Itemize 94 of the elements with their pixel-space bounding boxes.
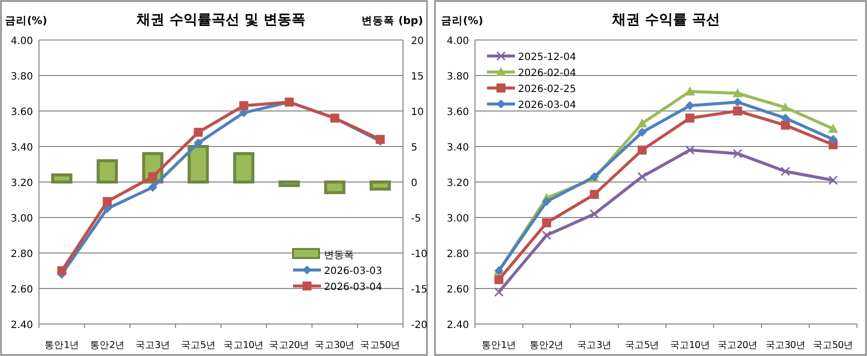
point	[542, 230, 552, 240]
legend-label: 2026-02-04	[518, 68, 576, 79]
y-tick-label: 3.40	[446, 142, 469, 154]
legend-label: 2026-03-04	[324, 282, 382, 293]
point	[828, 124, 838, 133]
legend-label: 2026-02-25	[518, 84, 576, 95]
y-tick-label: 4.00	[446, 36, 469, 47]
point	[102, 197, 112, 206]
y-tick-label: 3.20	[446, 178, 469, 189]
y-tick-label: 3.80	[446, 72, 469, 82]
x-tick-label: 국고10년	[224, 340, 264, 351]
point	[148, 182, 158, 192]
point	[194, 128, 203, 137]
y-tick-label: 3.60	[446, 107, 469, 118]
x-tick-label: 국고20년	[718, 340, 758, 351]
legend-label: 변동폭	[324, 250, 354, 261]
point	[239, 101, 248, 110]
point	[494, 275, 504, 284]
x-tick-label: 통안2년	[90, 340, 124, 351]
y-tick-label: 3.00	[10, 214, 33, 224]
x-tick-label: 국고3년	[136, 340, 170, 351]
y2-tick-label: -10	[411, 249, 428, 260]
point	[780, 102, 790, 112]
y-tick-label: 2.60	[446, 284, 469, 296]
point	[828, 134, 838, 144]
point	[542, 197, 552, 206]
point	[685, 114, 694, 123]
y-tick-label: 3.60	[10, 107, 33, 118]
x-tick-label: 국고30년	[765, 340, 806, 351]
y-tick-label: 3.20	[10, 178, 33, 189]
point	[732, 88, 743, 98]
bar	[96, 159, 118, 184]
x-tick-label: 국고50년	[813, 340, 854, 351]
point	[733, 98, 742, 107]
bar	[324, 180, 346, 194]
bar	[233, 152, 254, 184]
x-tick-label: 국고20년	[269, 340, 310, 351]
point	[638, 146, 647, 155]
x-tick-label: 통안1년	[482, 340, 516, 351]
bar	[370, 180, 391, 191]
x-tick-label: 국고30년	[314, 340, 355, 351]
y2-axis-title: 변동폭 (bp)	[362, 15, 423, 27]
point	[685, 145, 695, 155]
y-axis-title: 금리(%)	[5, 15, 48, 27]
y2-tick-label: -15	[411, 284, 428, 296]
y2-tick-label: 20	[411, 36, 424, 47]
y2-tick-label: -5	[411, 214, 421, 224]
point	[780, 120, 790, 130]
x-tick-label: 통안2년	[529, 340, 564, 351]
bar	[51, 173, 72, 184]
chart-title: 채권 수익률 곡선	[611, 12, 720, 28]
point	[637, 172, 647, 182]
y2-tick-label: 15	[411, 72, 424, 82]
point	[733, 106, 742, 116]
bar	[278, 180, 300, 188]
y-tick-label: 2.80	[446, 249, 469, 260]
y2-tick-label: 10	[411, 107, 424, 118]
point	[637, 118, 648, 128]
chart-title: 채권 수익률곡선 및 변동폭	[136, 12, 306, 28]
bar	[188, 145, 209, 184]
x-tick-label: 국고5년	[624, 340, 660, 351]
y-tick-label: 2.40	[10, 320, 33, 331]
point	[494, 287, 504, 297]
y2-tick-label: 0	[411, 178, 418, 189]
legend-label: 2026-03-03	[324, 266, 382, 277]
y-axis-title: 금리(%)	[441, 15, 484, 27]
x-tick-label: 통안1년	[44, 340, 79, 351]
x-tick-label: 국고5년	[181, 340, 216, 351]
x-tick-label: 국고50년	[360, 340, 400, 351]
point	[638, 128, 647, 137]
y-tick-label: 3.80	[10, 72, 33, 82]
y-tick-label: 2.40	[446, 320, 469, 331]
point	[57, 266, 66, 276]
legend-label: 2026-03-04	[518, 100, 576, 111]
point	[685, 101, 694, 110]
y-tick-label: 2.80	[10, 249, 33, 260]
y2-tick-label: -20	[411, 320, 428, 331]
point	[780, 114, 790, 123]
point	[590, 209, 600, 219]
point	[194, 138, 203, 148]
legend-label: 2025-12-04	[518, 52, 576, 63]
x-tick-label: 국고3년	[577, 340, 612, 351]
y-tick-label: 4.00	[10, 36, 33, 47]
y2-tick-label: 5	[411, 142, 418, 154]
y-tick-label: 3.00	[446, 214, 469, 224]
point	[780, 166, 790, 176]
point	[542, 218, 552, 228]
point	[828, 175, 838, 185]
x-tick-label: 국고10년	[670, 340, 710, 351]
point	[590, 190, 599, 199]
y-tick-label: 3.40	[10, 142, 33, 154]
point	[732, 148, 742, 158]
y-tick-label: 2.60	[10, 284, 33, 296]
point	[148, 172, 158, 182]
